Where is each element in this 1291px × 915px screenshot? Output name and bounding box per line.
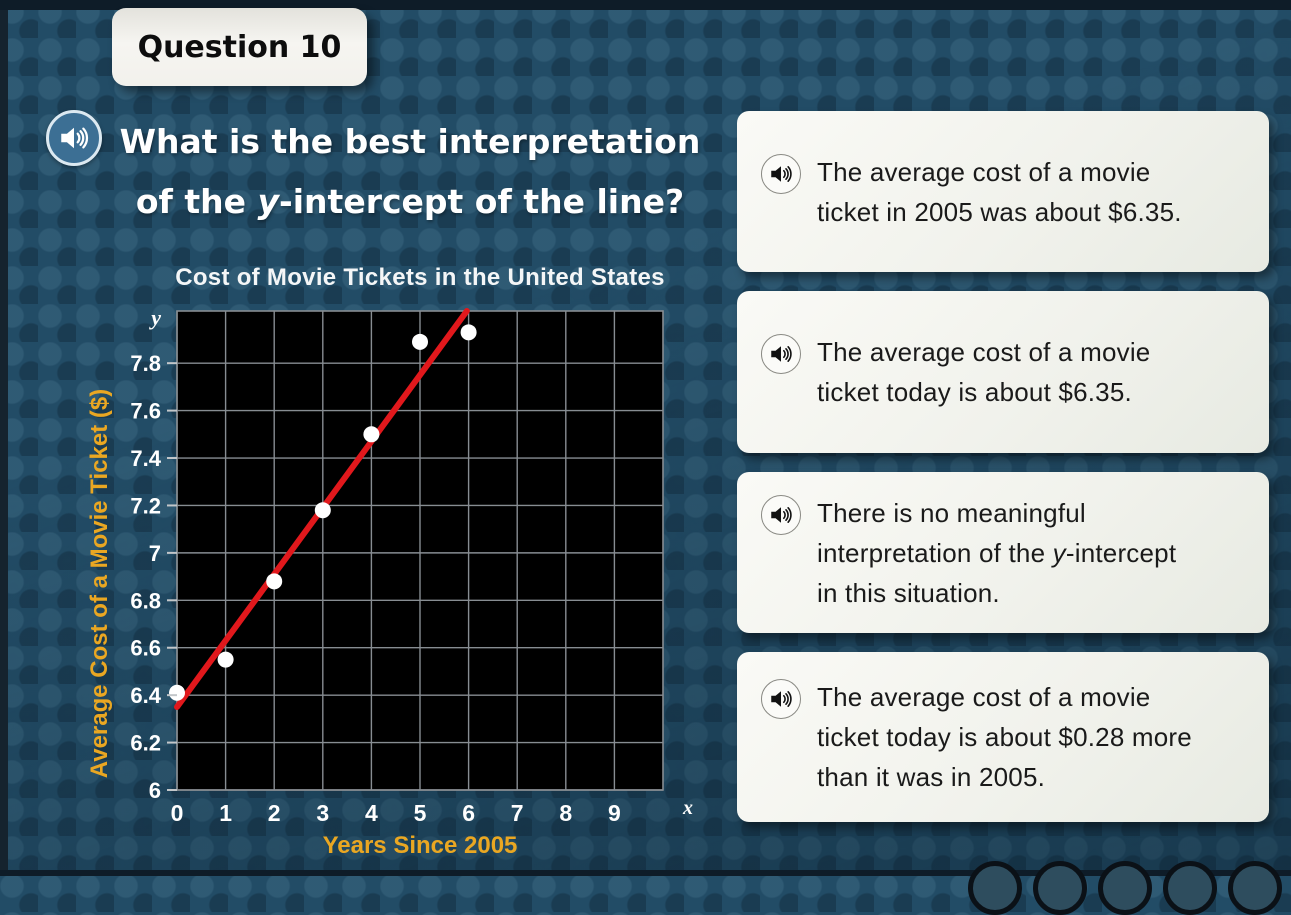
- speaker-icon: [771, 165, 792, 182]
- answer-option-2[interactable]: The average cost of a movie ticket today …: [737, 291, 1269, 453]
- chart-title: Cost of Movie Tickets in the United Stat…: [175, 264, 665, 291]
- svg-text:Average Cost of a Movie Ticket: Average Cost of a Movie Ticket ($): [86, 389, 113, 778]
- speaker-icon: [771, 506, 792, 523]
- answer-text: The average cost of a movie ticket in 200…: [817, 156, 1182, 227]
- svg-text:2: 2: [268, 800, 281, 826]
- bottom-nav-dot-3[interactable]: [1098, 861, 1152, 915]
- speaker-icon: [61, 127, 89, 149]
- svg-text:Years Since 2005: Years Since 2005: [323, 832, 518, 859]
- top-bar: [0, 0, 1291, 10]
- answer-text: The average cost of a movie ticket today …: [817, 682, 1192, 792]
- svg-text:7.8: 7.8: [130, 351, 161, 376]
- answers-list: The average cost of a movie ticket in 200…: [737, 111, 1269, 822]
- svg-text:6: 6: [462, 800, 475, 826]
- svg-text:6: 6: [149, 778, 161, 803]
- answer-text: The average cost of a movie ticket today …: [817, 337, 1151, 407]
- svg-text:7.4: 7.4: [130, 446, 161, 471]
- bottom-nav-dot-4[interactable]: [1163, 861, 1217, 915]
- svg-text:6.8: 6.8: [130, 588, 161, 613]
- speaker-icon: [771, 691, 792, 707]
- question-tab-label: Question 10: [137, 29, 342, 65]
- answer-text: There is no meaningful interpretation of …: [817, 497, 1177, 608]
- speaker-icon: [771, 346, 792, 362]
- svg-text:7.6: 7.6: [130, 399, 161, 424]
- answer-option-4[interactable]: The average cost of a movie ticket today …: [737, 652, 1269, 822]
- question-audio-button[interactable]: [46, 110, 102, 166]
- answer-audio-button[interactable]: [761, 494, 801, 535]
- answer-audio-button[interactable]: [761, 153, 801, 194]
- svg-text:1: 1: [219, 800, 232, 826]
- svg-text:3: 3: [316, 800, 329, 826]
- svg-text:0: 0: [171, 800, 184, 826]
- svg-text:7: 7: [149, 541, 161, 566]
- question-text: What is the best interpretation of the y-…: [119, 122, 701, 221]
- answer-audio-button[interactable]: [761, 679, 801, 719]
- svg-text:8: 8: [559, 800, 572, 826]
- question-tab: Question 10: [112, 8, 367, 86]
- svg-text:5: 5: [414, 800, 427, 826]
- svg-text:7: 7: [511, 800, 524, 826]
- bottom-nav-dot-1[interactable]: [968, 861, 1022, 915]
- svg-text:7.2: 7.2: [130, 493, 161, 518]
- svg-text:y: y: [148, 305, 161, 330]
- svg-text:4: 4: [365, 800, 378, 826]
- svg-text:9: 9: [608, 800, 621, 826]
- svg-text:x: x: [682, 797, 693, 819]
- svg-text:6.6: 6.6: [130, 636, 161, 661]
- answer-option-3[interactable]: There is no meaningful interpretation of …: [737, 472, 1269, 633]
- bottom-nav-dot-5[interactable]: [1228, 861, 1282, 915]
- svg-text:6.4: 6.4: [130, 683, 161, 708]
- answer-option-1[interactable]: The average cost of a movie ticket in 200…: [737, 111, 1269, 272]
- svg-text:6.2: 6.2: [130, 731, 161, 756]
- bottom-nav-dot-2[interactable]: [1033, 861, 1087, 915]
- left-edge-strip: [0, 0, 8, 876]
- chart-plot: 6 6.2 6.4 6.6 6.8 7 7.2 7.4 7.6 7.8 0 1 2 3 4 5 6 7 8 9 y x Ye…: [86, 305, 693, 859]
- answer-audio-button[interactable]: [761, 334, 801, 374]
- bottom-bar: [0, 870, 1291, 876]
